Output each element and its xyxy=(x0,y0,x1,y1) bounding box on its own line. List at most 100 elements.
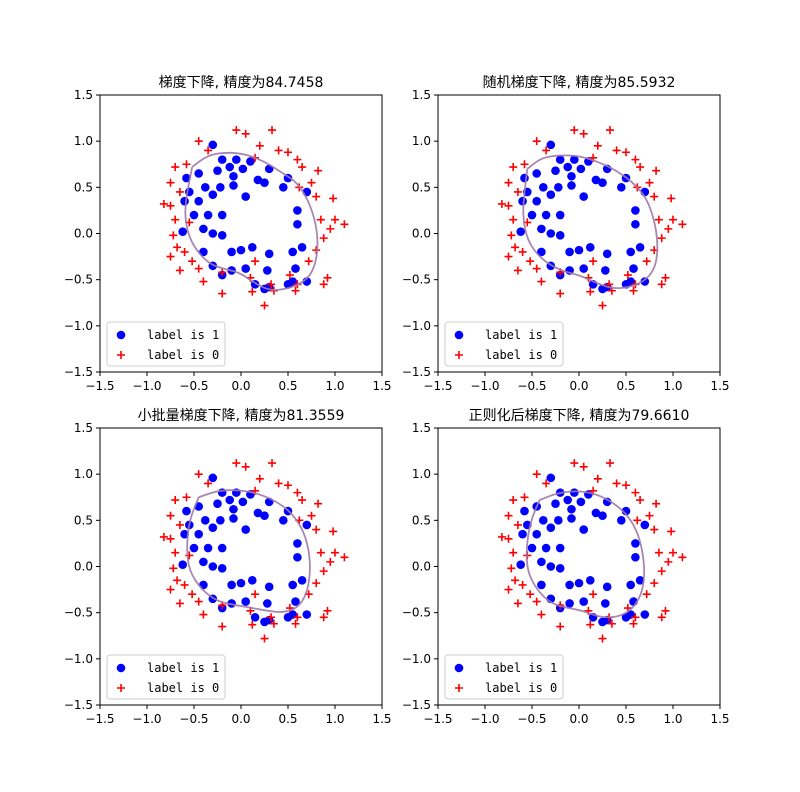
legend: label is 1 label is 0 xyxy=(444,321,564,367)
point-label-0 xyxy=(509,163,518,172)
point-label-0 xyxy=(520,160,529,169)
point-label-1 xyxy=(541,543,551,553)
point-label-0 xyxy=(171,496,180,505)
point-label-0 xyxy=(509,215,518,224)
point-label-1 xyxy=(182,506,191,516)
point-label-0 xyxy=(513,266,522,275)
point-label-1 xyxy=(601,599,610,608)
point-label-1 xyxy=(297,576,307,585)
point-label-1 xyxy=(640,610,650,619)
point-label-0 xyxy=(507,564,516,573)
y-tick-label: −1.0 xyxy=(64,319,93,333)
point-label-1 xyxy=(178,560,188,569)
point-label-1 xyxy=(546,190,556,200)
point-label-1 xyxy=(238,164,248,174)
legend-marker-label-0 xyxy=(455,684,463,692)
point-label-0 xyxy=(329,527,338,536)
point-label-0 xyxy=(504,511,513,520)
point-label-1 xyxy=(217,543,227,553)
point-label-0 xyxy=(532,597,541,606)
point-label-0 xyxy=(182,160,191,169)
point-label-1 xyxy=(546,140,556,150)
point-label-0 xyxy=(509,548,518,557)
point-label-1 xyxy=(293,219,302,229)
point-label-0 xyxy=(269,619,278,628)
point-label-1 xyxy=(551,499,560,509)
point-label-1 xyxy=(182,173,191,183)
x-tick-label: 0.5 xyxy=(616,712,635,726)
point-label-1 xyxy=(640,277,650,286)
point-label-1 xyxy=(555,155,565,164)
point-label-0 xyxy=(241,462,250,471)
point-label-1 xyxy=(227,247,236,257)
point-label-0 xyxy=(340,553,349,562)
point-label-1 xyxy=(247,243,257,252)
point-label-0 xyxy=(159,532,168,541)
point-label-1 xyxy=(554,183,563,192)
point-label-0 xyxy=(293,488,302,497)
point-label-0 xyxy=(285,271,294,280)
point-label-1 xyxy=(626,247,635,257)
point-label-0 xyxy=(248,620,257,629)
point-label-1 xyxy=(208,562,218,571)
point-label-0 xyxy=(255,474,264,483)
y-tick-label: −0.5 xyxy=(64,273,93,287)
point-label-0 xyxy=(180,580,189,589)
point-label-0 xyxy=(251,590,260,599)
x-tick-label: −0.5 xyxy=(517,379,546,393)
point-label-0 xyxy=(291,619,300,628)
point-label-0 xyxy=(511,576,520,585)
subplot-title: 小批量梯度下降, 精度为81.3559 xyxy=(138,408,345,424)
point-label-1 xyxy=(225,162,235,172)
legend-entry-label-0: label is 0 xyxy=(147,681,219,695)
x-tick-label: −1.0 xyxy=(132,712,161,726)
subplot-3: 小批量梯度下降, 精度为81.3559 −1.5 −1.0 −0.5 0.0 0.5 1.0… xyxy=(64,408,392,726)
x-tick-label: −0.5 xyxy=(517,712,546,726)
point-label-1 xyxy=(217,210,227,220)
point-label-1 xyxy=(241,597,250,606)
legend-box xyxy=(444,654,564,700)
point-label-0 xyxy=(657,234,666,243)
point-label-0 xyxy=(182,493,191,502)
decision-boundary xyxy=(186,489,311,613)
y-tick-label: −1.5 xyxy=(64,365,93,379)
point-label-0 xyxy=(329,194,338,203)
point-label-1 xyxy=(631,552,640,562)
point-label-0 xyxy=(593,474,602,483)
point-label-0 xyxy=(598,634,607,643)
point-label-0 xyxy=(526,590,535,599)
point-label-0 xyxy=(657,613,666,622)
point-label-1 xyxy=(579,525,588,534)
point-label-1 xyxy=(591,508,601,518)
legend-entry-label-1: label is 1 xyxy=(485,328,557,342)
legend: label is 1 label is 0 xyxy=(106,654,226,700)
point-label-1 xyxy=(574,578,584,588)
point-label-0 xyxy=(194,264,203,273)
point-label-1 xyxy=(178,227,188,236)
point-label-0 xyxy=(166,511,175,520)
point-label-1 xyxy=(576,497,586,507)
point-label-1 xyxy=(601,266,610,275)
point-label-1 xyxy=(579,264,588,273)
y-tick-label: −1.0 xyxy=(402,319,431,333)
point-label-0 xyxy=(274,146,283,155)
point-label-0 xyxy=(556,289,565,298)
point-label-0 xyxy=(606,126,615,135)
point-label-0 xyxy=(204,146,213,155)
point-label-1 xyxy=(555,210,565,220)
point-label-0 xyxy=(607,619,616,628)
point-label-1 xyxy=(208,190,218,200)
y-tick-label: −1.5 xyxy=(402,365,431,379)
point-label-1 xyxy=(229,514,238,523)
point-label-0 xyxy=(194,597,203,606)
point-label-1 xyxy=(537,247,546,257)
point-label-0 xyxy=(274,479,283,488)
point-label-1 xyxy=(532,196,541,206)
point-label-1 xyxy=(263,599,272,608)
x-tick-label: 1.0 xyxy=(663,712,682,726)
point-label-1 xyxy=(541,210,551,220)
point-label-1 xyxy=(213,499,222,509)
point-label-1 xyxy=(626,580,635,590)
point-label-0 xyxy=(293,613,302,622)
subplot-1: 梯度下降, 精度为84.7458 −1.5 −1.0 −0.5 0.0 0.5 1.0 1.5… xyxy=(64,75,392,393)
